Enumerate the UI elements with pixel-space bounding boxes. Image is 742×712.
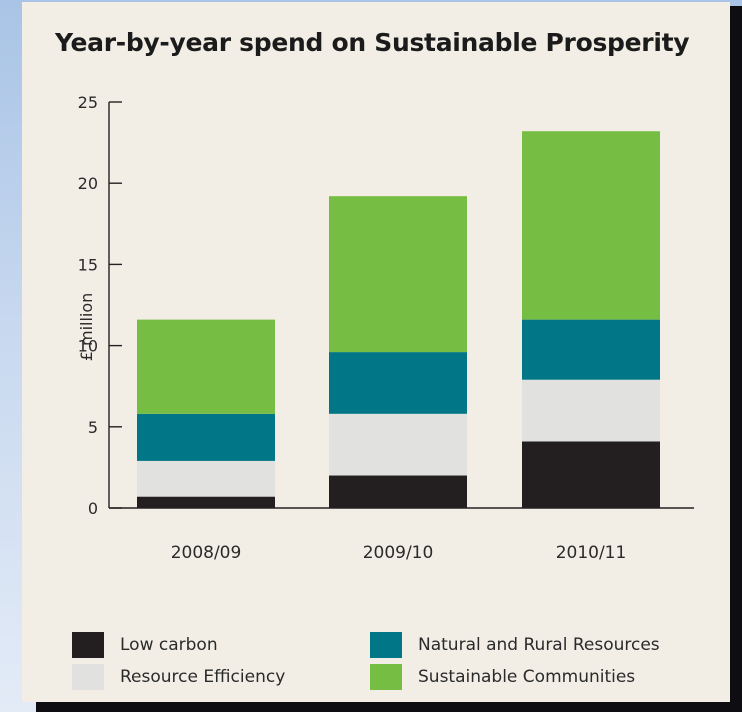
bar-2010-11-low-carbon	[522, 441, 660, 508]
bar-chart: £ million 2008/09 2009/10 2010/11 0 5 10 15 20 2…	[77, 93, 694, 563]
y-tick-label-5: 5	[88, 418, 98, 437]
x-tick-label-2009-10: 2009/10	[363, 543, 434, 563]
bar-2009-10-low-carbon	[329, 475, 467, 508]
y-tick-label-10: 10	[78, 337, 98, 356]
x-tick-label-2010-11: 2010/11	[556, 543, 627, 563]
bar-2010-11-sustainable-communities	[522, 131, 660, 320]
bar-2009-10-resource-efficiency	[329, 413, 467, 476]
y-tick-label-25: 25	[78, 93, 98, 112]
bar-2008-09-natural-and-rural-resources	[137, 413, 275, 461]
x-tick-label-2008-09: 2008/09	[171, 543, 242, 563]
bar-2008-09-sustainable-communities	[137, 319, 275, 414]
bar-2010-11-natural-and-rural-resources	[522, 319, 660, 380]
bar-2009-10-natural-and-rural-resources	[329, 352, 467, 414]
bar-2008-09-low-carbon	[137, 496, 275, 508]
y-tick-label-20: 20	[78, 174, 98, 193]
chart-title: Year-by-year spend on Sustainable Prospe…	[55, 28, 690, 57]
y-tick-label-15: 15	[78, 255, 98, 274]
bar-2008-09-resource-efficiency	[137, 460, 275, 497]
bar-2009-10-sustainable-communities	[329, 196, 467, 353]
chart-panel: Year-by-year spend on Sustainable Prospe…	[22, 2, 730, 702]
y-tick-label-0: 0	[88, 499, 98, 518]
bar-2010-11-resource-efficiency	[522, 379, 660, 442]
y-axis-label: £ million	[77, 293, 96, 362]
